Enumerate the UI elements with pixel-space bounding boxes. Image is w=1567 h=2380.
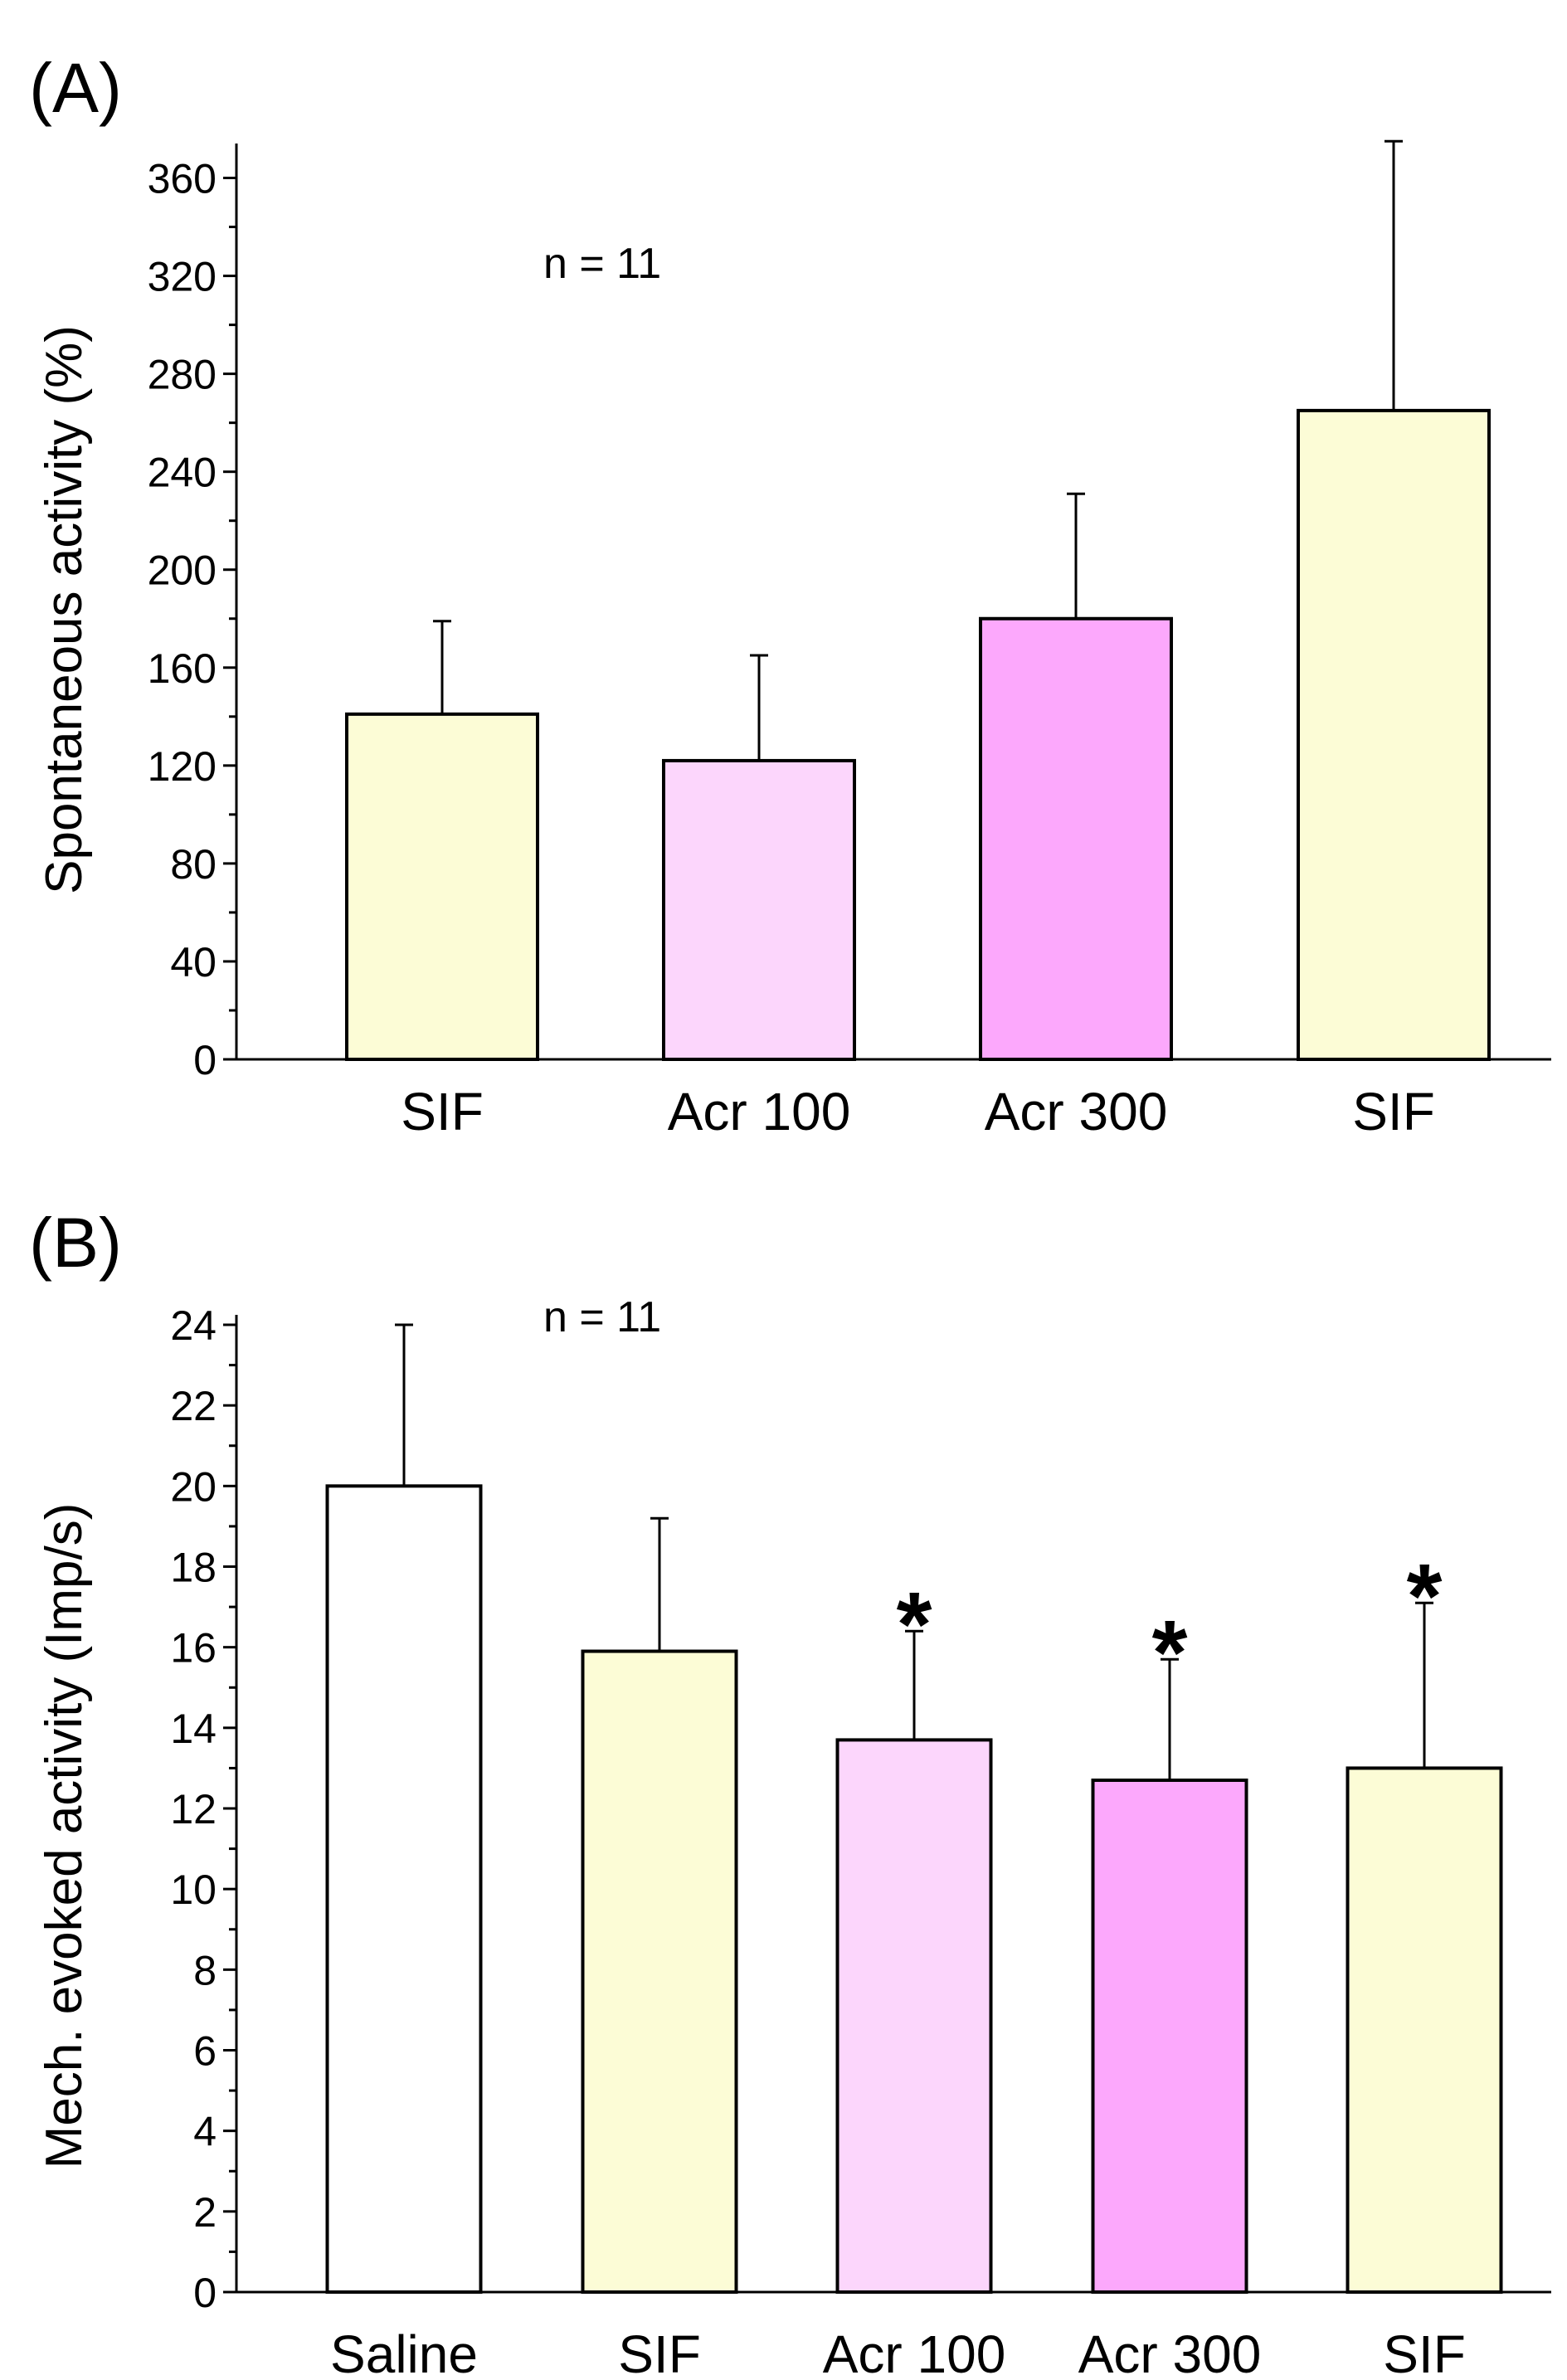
- bar: [835, 1738, 993, 2295]
- y-tick-label: 10: [170, 1867, 217, 1913]
- y-tick-label: 14: [170, 1706, 217, 1752]
- panel-a-x-axis: SIF Acr 100 Acr 300 SIF: [235, 1058, 1551, 1141]
- y-tick-label: 320: [148, 254, 217, 300]
- x-tick-label: Acr 300: [985, 1082, 1168, 1141]
- panel-a-ylabel: Spontaneous activity (%): [36, 325, 93, 894]
- y-tick-label: 80: [170, 841, 217, 888]
- y-tick-label: 24: [170, 1302, 217, 1349]
- y-tick-label: 18: [170, 1545, 217, 1591]
- x-tick-label: Acr 100: [823, 2324, 1006, 2380]
- panel-a-annotation: n = 11: [543, 240, 661, 288]
- panel-a-label: (A): [29, 49, 122, 127]
- bar: [345, 712, 539, 1061]
- significance-mark: *: [897, 1574, 932, 1676]
- x-tick-label: SIF: [1383, 2324, 1466, 2380]
- y-tick-label: 0: [193, 2270, 217, 2316]
- y-tick-label: 4: [193, 2109, 217, 2155]
- bar: [979, 616, 1173, 1061]
- y-tick-label: 360: [148, 156, 217, 202]
- panel-b-annotation: n = 11: [543, 1293, 661, 1341]
- y-tick-label: 0: [193, 1037, 217, 1083]
- y-tick-label: 20: [170, 1463, 217, 1510]
- x-tick-label: SIF: [618, 2324, 701, 2380]
- panel-b-ylabel: Mech. evoked activity (Imp/s): [36, 1503, 93, 2169]
- y-tick-label: 22: [170, 1383, 217, 1429]
- bar: [325, 1484, 483, 2295]
- panel-b-chart: (B) Mech. evoked activity (Imp/s) n = 11…: [29, 1204, 1551, 2380]
- y-tick-label: 240: [148, 450, 217, 496]
- y-tick-label: 12: [170, 1786, 217, 1832]
- significance-mark: *: [1152, 1602, 1188, 1704]
- significance-mark: *: [1407, 1545, 1443, 1648]
- panel-a-bars: [345, 139, 1491, 1061]
- y-tick-label: 160: [148, 645, 217, 692]
- panel-a-chart: (A) Spontaneous activity (%) n = 11 0 40 8…: [29, 49, 1551, 1141]
- bar: [1091, 1778, 1248, 2295]
- y-tick-label: 280: [148, 352, 217, 398]
- x-tick-label: Saline: [330, 2324, 478, 2380]
- y-tick-label: 6: [193, 2028, 217, 2075]
- y-tick-label: 120: [148, 743, 217, 790]
- x-tick-label: Acr 300: [1078, 2324, 1262, 2380]
- bar: [581, 1649, 738, 2294]
- bar: [662, 758, 856, 1061]
- panel-b-x-axis: Saline SIF Acr 100 Acr 300 SIF: [235, 2290, 1551, 2380]
- x-tick-label: SIF: [401, 1082, 484, 1141]
- y-tick-label: 200: [148, 548, 217, 594]
- bar: [1297, 408, 1491, 1061]
- panel-a-y-axis: 0 40 80 120 160 200 240 280 320 360: [148, 144, 238, 1083]
- y-tick-label: 40: [170, 939, 217, 986]
- panel-b-label: (B): [29, 1204, 122, 1282]
- y-tick-label: 16: [170, 1625, 217, 1672]
- x-tick-label: Acr 100: [668, 1082, 851, 1141]
- panel-b-bars: * * *: [325, 1323, 1503, 2295]
- y-tick-label: 8: [193, 1947, 217, 1993]
- bar: [1346, 1766, 1503, 2295]
- x-tick-label: SIF: [1352, 1082, 1435, 1141]
- y-tick-label: 2: [193, 2189, 217, 2236]
